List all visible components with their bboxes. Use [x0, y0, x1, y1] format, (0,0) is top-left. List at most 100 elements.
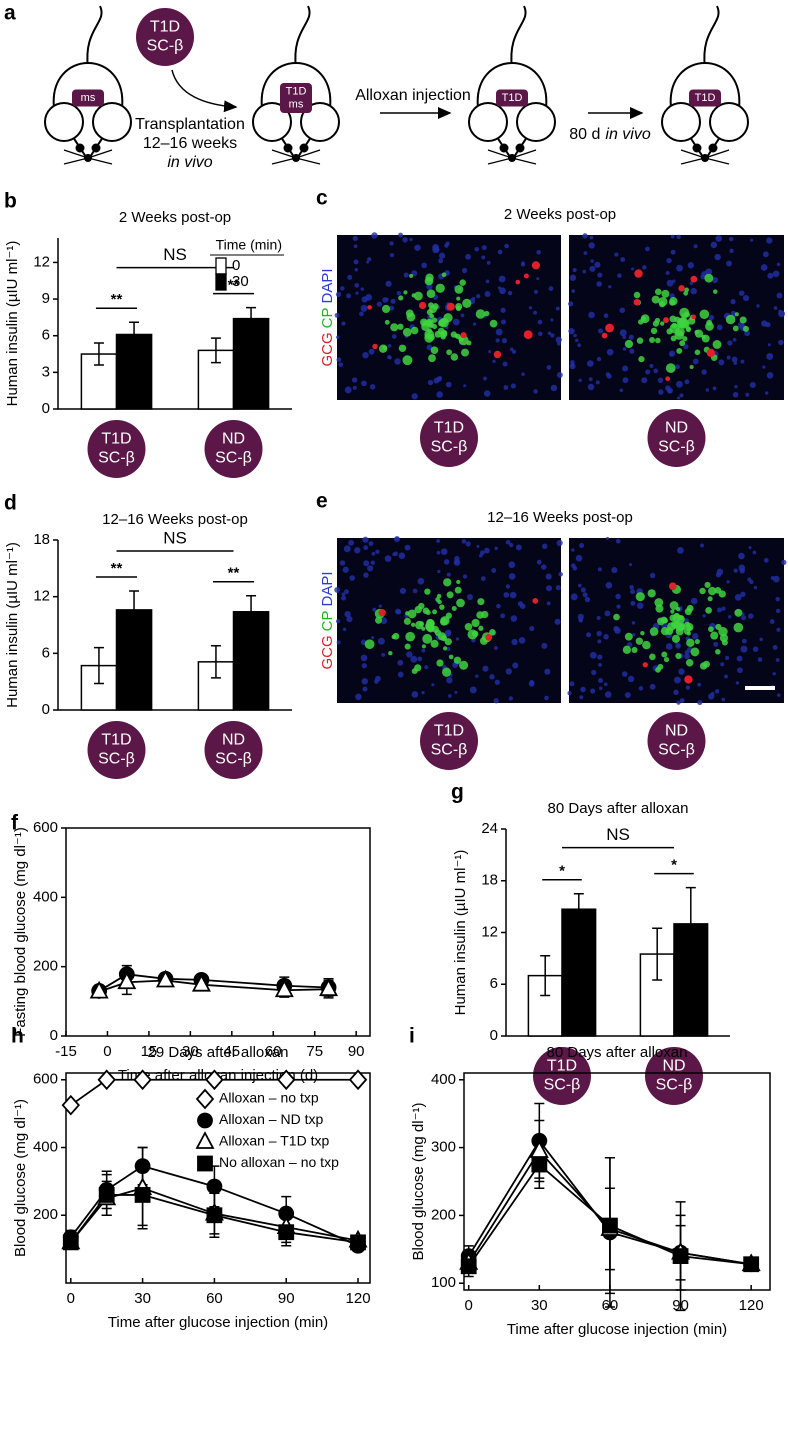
nucleus [433, 377, 440, 384]
nucleus [742, 295, 750, 302]
nucleus [571, 563, 576, 568]
cp-cell [705, 606, 713, 614]
nucleus [371, 551, 376, 556]
mouse-ear [44, 102, 84, 142]
nucleus [343, 545, 351, 553]
nucleus [421, 690, 425, 695]
legend-swatch [215, 273, 227, 291]
cp-cell [432, 324, 438, 330]
cp-cell [446, 591, 454, 599]
nucleus [446, 572, 451, 577]
x-tick-label: 0 [103, 1043, 111, 1060]
nucleus [378, 604, 382, 608]
nucleus [479, 550, 485, 556]
nucleus [546, 365, 552, 370]
step-text-part: in vivo [605, 126, 650, 143]
cp-cell [704, 581, 711, 589]
gcg-cell [678, 285, 685, 292]
cp-cell [694, 329, 704, 338]
nucleus [554, 618, 561, 625]
nucleus [731, 356, 738, 363]
legend-label: Alloxan – T1D txp [219, 1133, 329, 1149]
cp-cell [477, 598, 485, 606]
nucleus [342, 627, 347, 632]
nucleus [658, 389, 664, 395]
y-axis-label: Human insulin (µIU ml⁻¹) [452, 850, 469, 1016]
cp-cell [451, 605, 457, 612]
gcg-cell [367, 305, 372, 310]
cp-cell [462, 298, 472, 308]
cp-cell [699, 309, 710, 320]
cp-cell [439, 317, 449, 328]
cp-cell [635, 637, 644, 645]
nucleus [622, 377, 629, 384]
nucleus [670, 249, 676, 255]
nucleus [363, 560, 370, 567]
nucleus [577, 583, 582, 588]
nucleus [709, 314, 715, 321]
marker [672, 1248, 689, 1264]
nucleus [361, 663, 367, 669]
nucleus [550, 333, 555, 338]
nucleus [443, 559, 450, 565]
nucleus [547, 331, 552, 336]
nucleus [359, 311, 364, 317]
nucleus [351, 377, 358, 383]
nucleus [512, 662, 519, 669]
nucleus [727, 615, 732, 619]
series-line [70, 1187, 359, 1243]
mouse-whisker [271, 149, 297, 159]
marker [531, 1156, 548, 1173]
cp-cell [448, 654, 454, 660]
nucleus [572, 268, 577, 273]
gcg-cell [668, 582, 677, 591]
nucleus [557, 341, 561, 346]
cp-cell [661, 289, 670, 298]
mouse-whisker [295, 149, 321, 159]
nucleus [426, 344, 433, 351]
nucleus [480, 576, 486, 581]
stain-name: DAPI [319, 268, 336, 303]
nucleus [762, 251, 769, 258]
nucleus [454, 690, 458, 694]
nucleus [595, 380, 600, 385]
cp-cell [466, 340, 472, 346]
nucleus [738, 290, 745, 296]
error-bar [540, 955, 551, 997]
cp-cell [397, 323, 404, 330]
nucleus [502, 361, 508, 367]
nucleus [645, 246, 650, 252]
nucleus [440, 548, 448, 555]
cp-cell [670, 609, 675, 614]
nucleus [632, 632, 636, 637]
nucleus [641, 377, 648, 384]
nucleus [594, 261, 601, 268]
nucleus [387, 344, 392, 348]
gcg-cell [684, 675, 693, 684]
nucleus [391, 334, 397, 339]
mouse-whisker [704, 149, 730, 159]
legend-title: Time (min) [216, 237, 282, 253]
badge-text: ND [222, 431, 245, 448]
cp-cell [684, 287, 689, 293]
nucleus [579, 695, 584, 700]
cp-cell [686, 326, 691, 332]
nucleus [617, 273, 622, 278]
cp-cell [456, 579, 461, 585]
nucleus [733, 361, 738, 366]
cp-cell [675, 652, 682, 660]
nucleus [775, 658, 780, 662]
y-tick-label: 600 [33, 819, 58, 836]
nucleus [571, 548, 575, 552]
nucleus [679, 698, 685, 703]
marker [274, 979, 294, 998]
nucleus [504, 243, 509, 249]
nucleus [352, 235, 358, 242]
nucleus [611, 567, 618, 574]
nucleus [384, 555, 392, 562]
nucleus [675, 643, 681, 649]
cp-cell [413, 291, 423, 301]
cp-cell [638, 356, 645, 363]
nucleus [568, 301, 574, 307]
